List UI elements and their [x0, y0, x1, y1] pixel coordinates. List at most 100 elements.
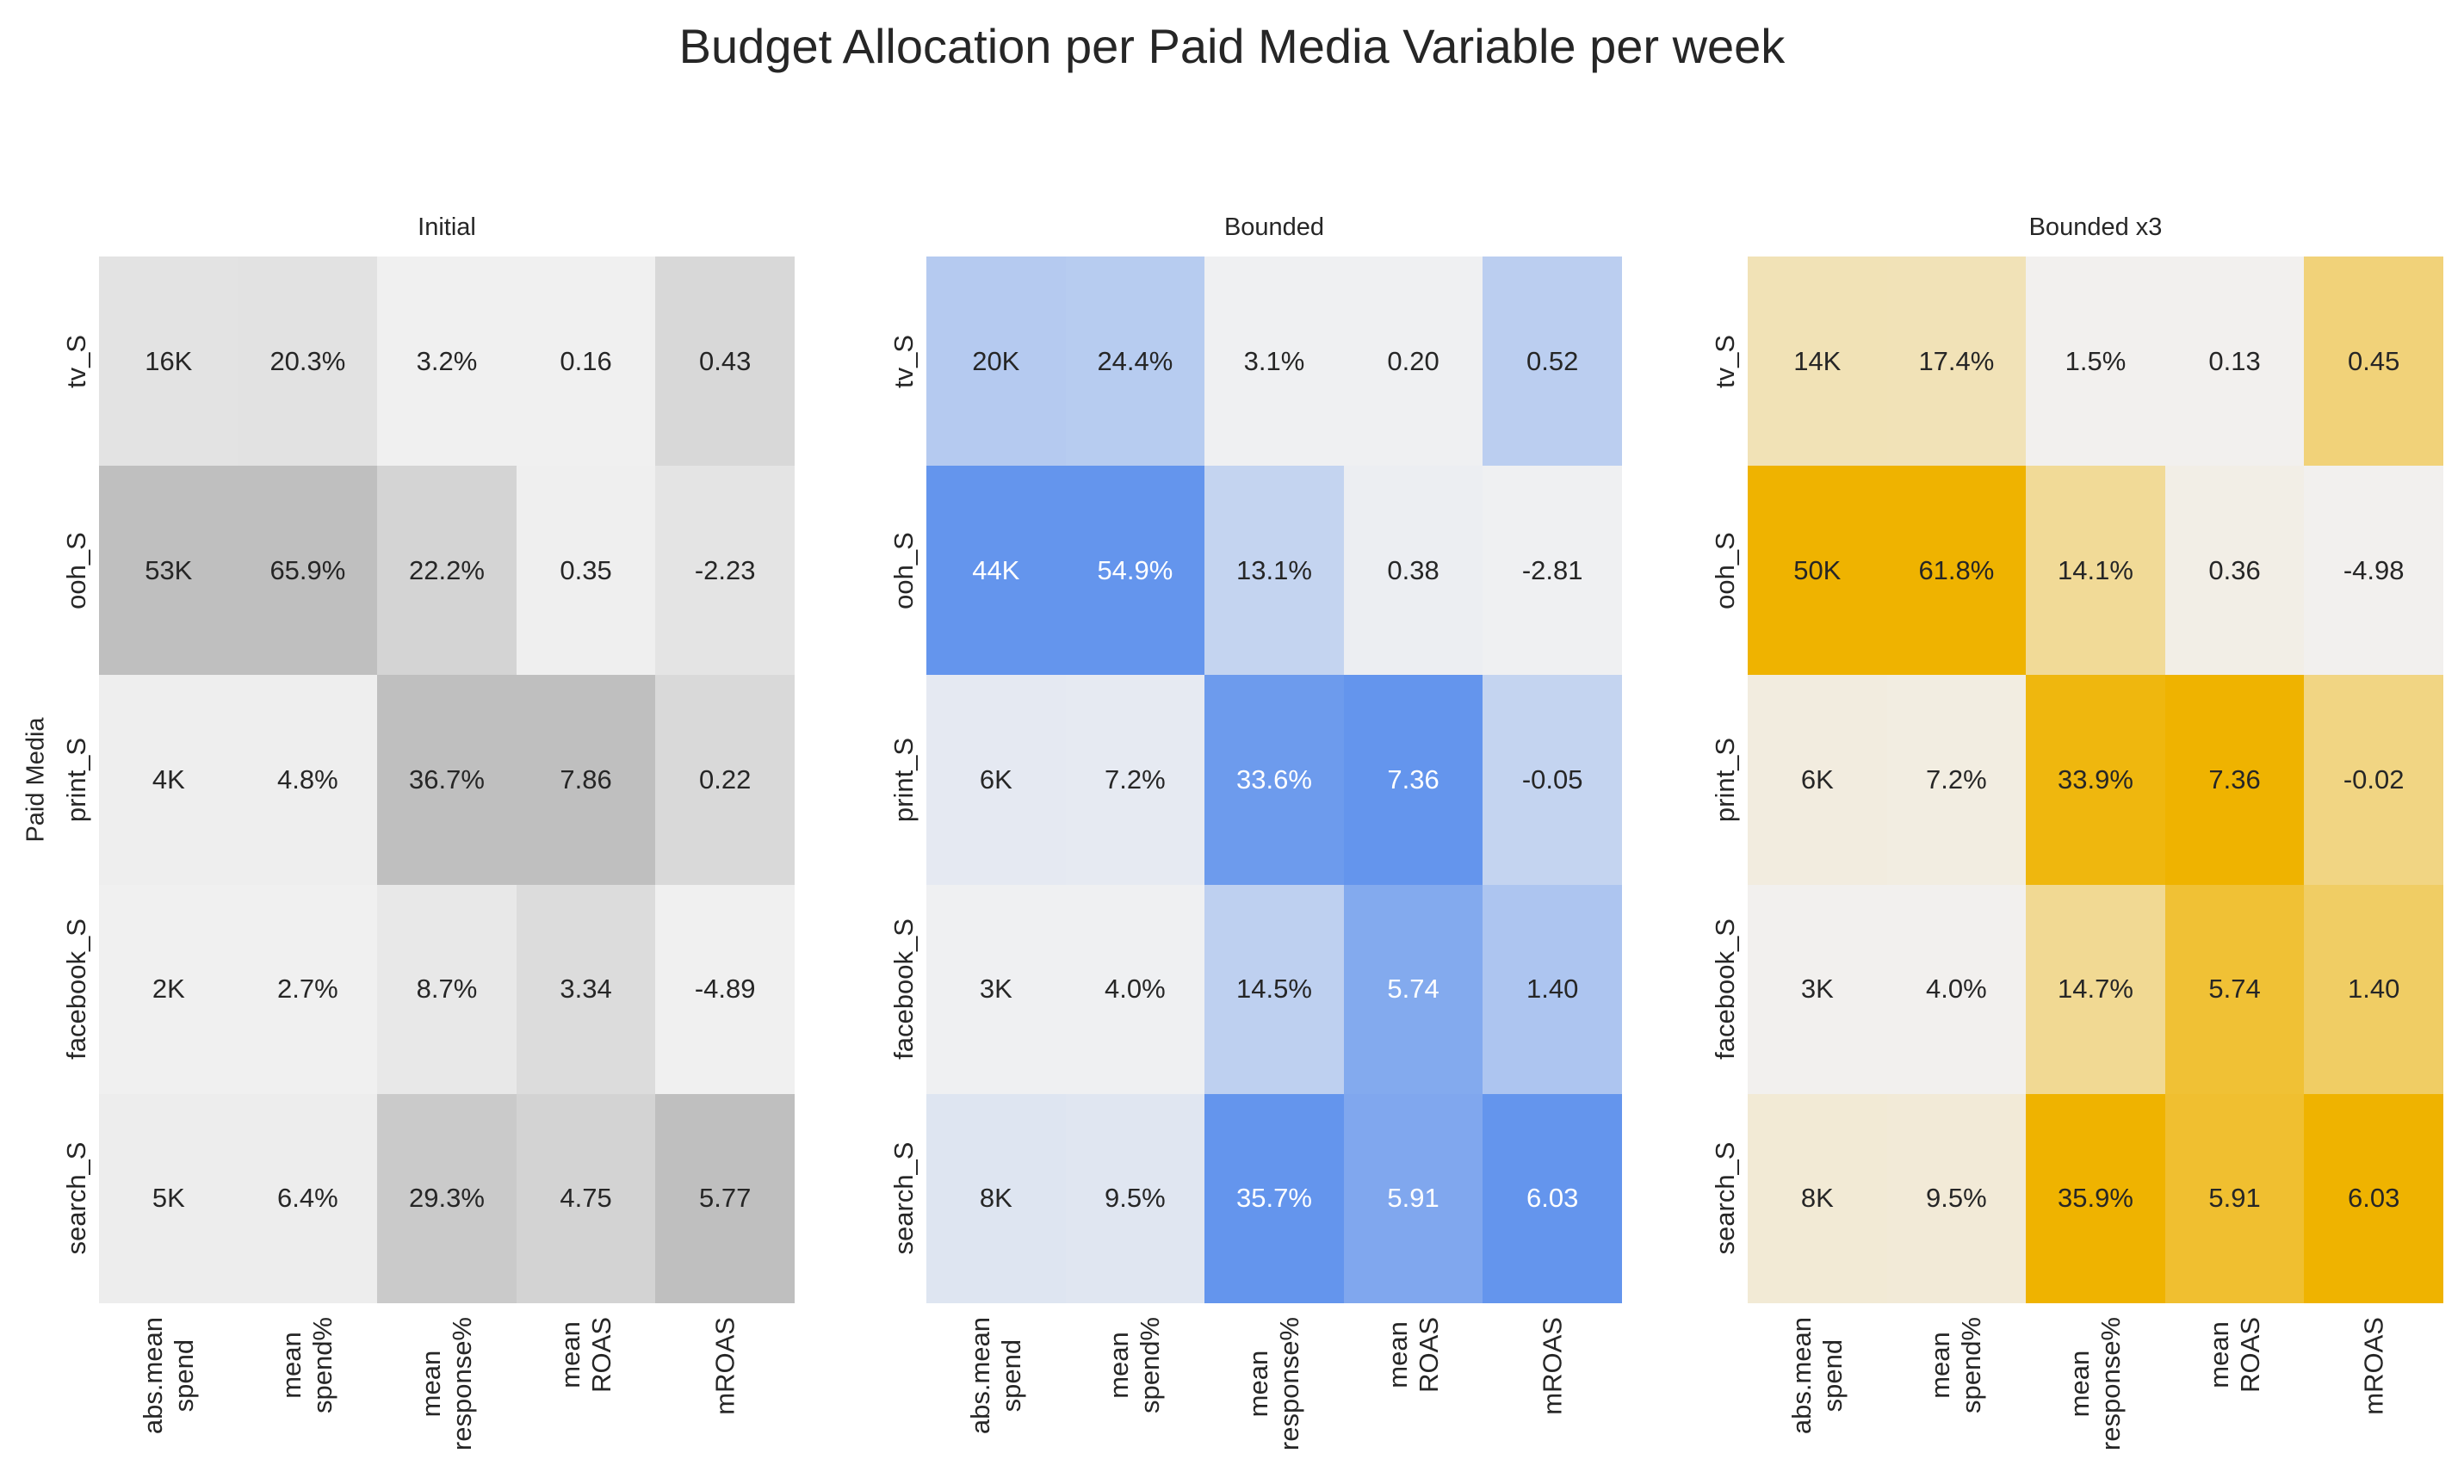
y-tick-text: search_S: [61, 1141, 91, 1255]
heatmap-cell: 20.3%: [238, 257, 378, 467]
cell-value-label: 20.3%: [269, 345, 346, 376]
heatmap-cell: 0.45: [2304, 257, 2443, 467]
y-tick-text: facebook_S: [888, 918, 919, 1060]
cell-value-label: 36.7%: [409, 764, 485, 795]
heatmap-cell: 44K: [926, 466, 1066, 676]
x-tick-text: mean spend%: [1925, 1317, 1987, 1414]
heatmap-cell: 7.2%: [1886, 675, 2027, 885]
cell-value-label: 5.91: [2208, 1183, 2261, 1214]
heatmap-cell: 2.7%: [238, 884, 378, 1094]
x-tick-text: abs.mean spend: [137, 1317, 199, 1435]
y-tick-text: ooh_S: [1710, 531, 1740, 609]
heatmap-cell: 50K: [1748, 466, 1887, 676]
y-tick-text: search_S: [888, 1141, 919, 1255]
cell-value-label: 13.1%: [1236, 554, 1312, 585]
cell-value-label: 2.7%: [277, 974, 338, 1005]
cell-value-label: 20K: [972, 345, 1020, 376]
cell-value-label: 50K: [1793, 554, 1842, 585]
cell-value-label: 0.22: [699, 764, 752, 795]
x-tick-text: mean response%: [2065, 1317, 2126, 1451]
heatmap-cell: 6K: [926, 675, 1066, 885]
heatmap-cell: 6.4%: [238, 1093, 378, 1303]
cell-value-label: 35.7%: [1236, 1183, 1312, 1214]
cell-value-label: -4.98: [2343, 554, 2405, 585]
cell-value-label: 0.36: [2208, 554, 2261, 585]
heatmap-cell: 33.9%: [2026, 675, 2165, 885]
cell-value-label: 3.2%: [416, 345, 478, 376]
cell-value-label: 53K: [145, 554, 193, 585]
heatmap-cell: 53K: [99, 466, 238, 676]
cell-value-label: 17.4%: [1918, 345, 1995, 376]
cell-value-label: 2K: [152, 974, 185, 1005]
heatmap-cell: 3.34: [516, 884, 656, 1094]
y-axis-label-text: Paid Media: [22, 717, 50, 843]
cell-value-label: -0.02: [2343, 764, 2405, 795]
heatmap-cell: 7.36: [2164, 675, 2305, 885]
cell-value-label: 29.3%: [409, 1183, 485, 1214]
heatmap-cell: -4.98: [2304, 466, 2443, 676]
heatmap-cell: 1.40: [2304, 884, 2443, 1094]
cell-value-label: 4K: [152, 764, 185, 795]
cell-value-label: 6K: [1800, 764, 1834, 795]
cell-value-label: 6.03: [1526, 1183, 1579, 1214]
cell-value-label: 33.9%: [2058, 764, 2133, 795]
cell-value-label: 33.6%: [1236, 764, 1312, 795]
cell-value-label: 3K: [1800, 974, 1834, 1005]
heatmap-cell: 0.13: [2164, 257, 2305, 467]
heatmap-cell: 29.3%: [377, 1093, 517, 1303]
heatmap-cell: 9.5%: [1886, 1093, 2027, 1303]
heatmap-cell: 0.52: [1483, 257, 1622, 467]
cell-value-label: 54.9%: [1097, 554, 1173, 585]
x-tick-text: mean spend%: [1104, 1317, 1166, 1414]
heatmap-cell: 17.4%: [1886, 257, 2027, 467]
cell-value-label: 14.7%: [2058, 974, 2133, 1005]
heatmap-cell: 61.8%: [1886, 466, 2027, 676]
cell-value-label: 9.5%: [1105, 1183, 1166, 1214]
panel-title: Bounded: [1223, 213, 1325, 241]
cell-value-label: 1.5%: [2065, 345, 2127, 376]
panel-title: Bounded x3: [2028, 213, 2163, 241]
heatmap-cell: -4.89: [655, 884, 795, 1094]
y-tick-text: print_S: [888, 737, 919, 823]
cell-value-label: 0.43: [699, 345, 752, 376]
heatmap-cell: 0.20: [1343, 257, 1483, 467]
y-tick-text: ooh_S: [61, 531, 91, 609]
figure-title: Budget Allocation per Paid Media Variabl…: [678, 19, 1786, 73]
cell-value-label: 44K: [972, 554, 1020, 585]
cell-value-label: 7.86: [560, 764, 612, 795]
cell-value-label: 4.8%: [277, 764, 338, 795]
cell-value-label: 1.40: [1526, 974, 1579, 1005]
x-tick-text: mean response%: [416, 1317, 477, 1451]
heatmap-panel-initial: Initial 16K 53K 4K 2K 5K 20.3% 65.9% 4.8% 2.7% 6.…: [61, 0, 795, 1484]
heatmap-cell: 20K: [926, 257, 1066, 467]
heatmap-cell: 54.9%: [1065, 466, 1205, 676]
heatmap-cell: 5K: [99, 1093, 238, 1303]
cell-value-label: 22.2%: [409, 554, 485, 585]
cell-value-label: 3K: [979, 974, 1012, 1005]
y-tick-text: print_S: [1710, 737, 1740, 823]
cell-value-label: 0.35: [560, 554, 612, 585]
heatmap-cell: 65.9%: [238, 466, 378, 676]
heatmap-cell: 3K: [1748, 884, 1887, 1094]
panel-title: Initial: [418, 213, 476, 241]
y-tick-text: tv_S: [61, 334, 91, 388]
cell-value-label: 5K: [152, 1183, 185, 1214]
x-tick-text: mROAS: [1537, 1317, 1568, 1415]
heatmap-cell: 7.36: [1343, 675, 1483, 885]
heatmap-cell: 5.77: [655, 1093, 795, 1303]
heatmap-cell: 5.74: [2164, 884, 2305, 1094]
x-tick-text: abs.mean spend: [1786, 1317, 1848, 1435]
heatmap-cell: 14.1%: [2026, 466, 2165, 676]
heatmap-panel-bounded-x3: Bounded x3 14K 50K 6K 3K 8K 17.4% 61.8% 7.2% 4.0…: [1710, 0, 2443, 1484]
heatmap-cell: 6.03: [1483, 1093, 1622, 1303]
heatmap-cell: 16K: [99, 257, 238, 467]
cell-value-label: 35.9%: [2058, 1183, 2133, 1214]
heatmap-cell: 8.7%: [377, 884, 517, 1094]
heatmap-cell: 8K: [926, 1093, 1066, 1303]
cell-value-label: -2.81: [1521, 554, 1583, 585]
heatmap-cell: 14.7%: [2026, 884, 2165, 1094]
heatmap-cell: 33.6%: [1204, 675, 1344, 885]
heatmap-cell: 5.91: [2164, 1093, 2305, 1303]
heatmap-cell: 22.2%: [377, 466, 517, 676]
